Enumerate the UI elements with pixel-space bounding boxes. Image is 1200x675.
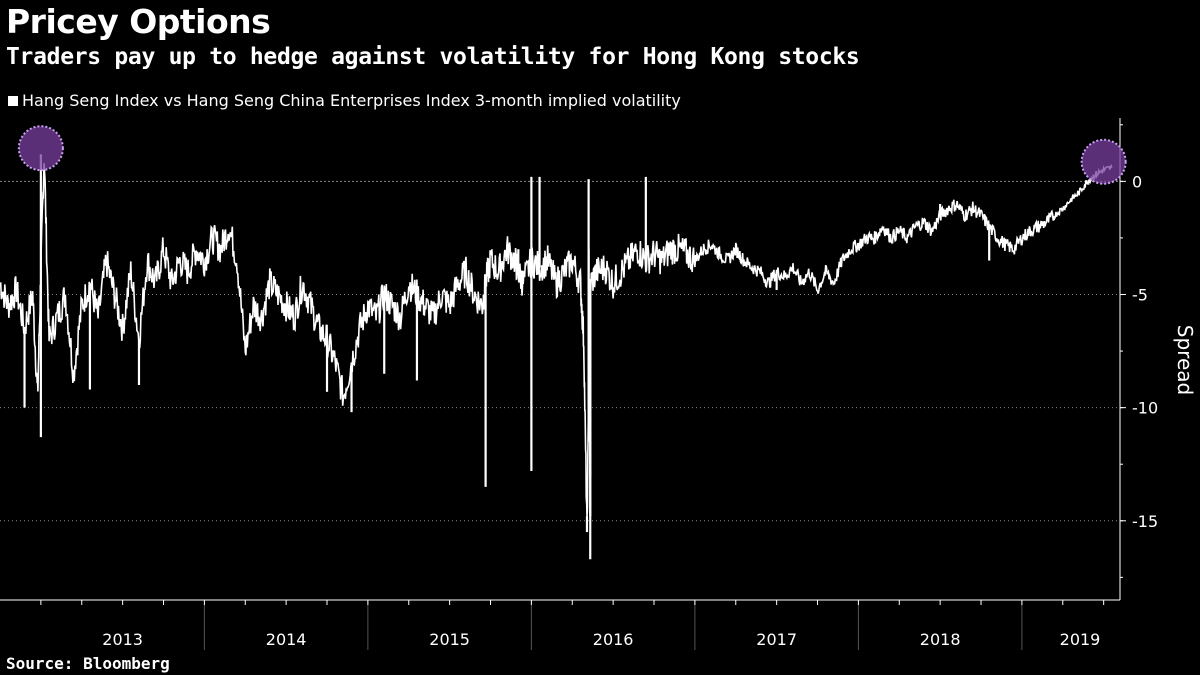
series-line [0, 163, 1113, 517]
x-tick-label: 2015 [429, 630, 470, 649]
y-tick-label: -15 [1132, 512, 1158, 531]
source-note: Source: Bloomberg [6, 654, 170, 673]
x-axis: 2013 2014 2015 2016 2017 2018 2019 [0, 599, 1120, 650]
y-tick-label: -10 [1132, 399, 1158, 418]
x-tick-label: 2013 [102, 630, 143, 649]
y-axis: 0 -5 -10 -15 [1119, 118, 1158, 600]
x-tick-label: 2018 [920, 630, 961, 649]
y-axis-title: Spread [1173, 325, 1197, 395]
highlight-circle [1080, 138, 1127, 185]
x-tick-label: 2017 [756, 630, 797, 649]
chart-title: Pricey Options [6, 2, 271, 41]
series [0, 154, 1113, 560]
grid [0, 180, 1120, 522]
legend-label: Hang Seng Index vs Hang Seng China Enter… [22, 91, 681, 110]
y-tick-label: 0 [1132, 172, 1142, 191]
x-tick-label: 2019 [1060, 630, 1101, 649]
highlight-circle [17, 125, 64, 172]
highlights [17, 125, 1127, 185]
legend: Hang Seng Index vs Hang Seng China Enter… [8, 91, 681, 110]
legend-swatch [8, 95, 18, 106]
y-tick-label: -5 [1132, 286, 1148, 305]
x-tick-label: 2016 [593, 630, 634, 649]
x-tick-label: 2014 [266, 630, 307, 649]
chart-subtitle: Traders pay up to hedge against volatili… [6, 44, 860, 70]
